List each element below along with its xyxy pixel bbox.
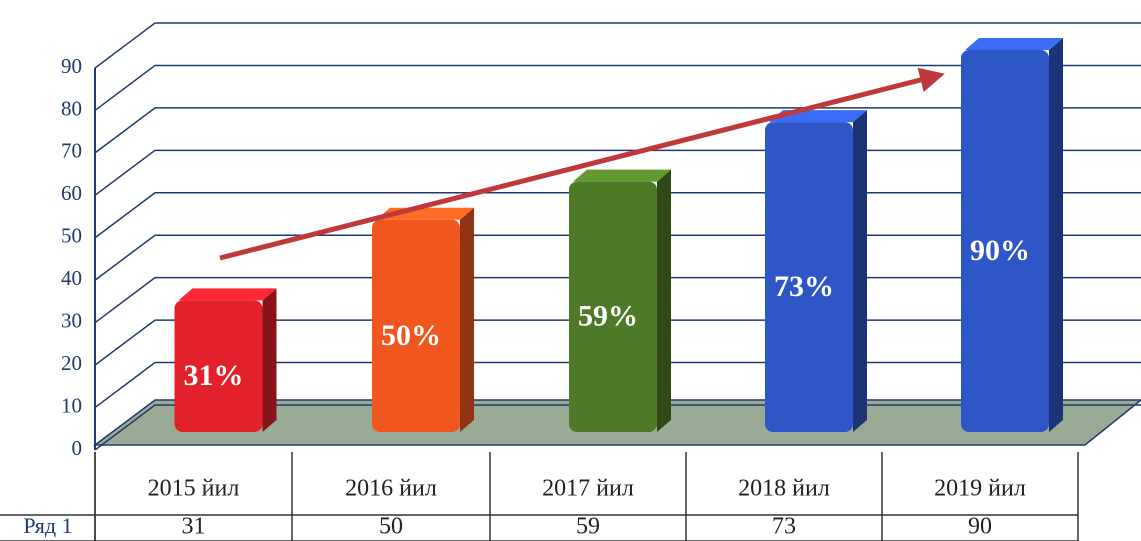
bar <box>372 219 460 432</box>
grid-line <box>94 22 1141 69</box>
y-tick-label: 30 <box>61 308 82 332</box>
grid-line <box>94 64 1141 112</box>
value-label: 73% <box>774 270 834 303</box>
value-label: 50% <box>381 319 441 352</box>
y-tick-label: 50 <box>61 224 82 248</box>
bar <box>765 122 853 433</box>
value-label: 59% <box>578 300 638 333</box>
table-value: 50 <box>379 514 403 540</box>
table-value: 31 <box>182 514 206 540</box>
x-tick-label: 2017 йил <box>542 476 634 502</box>
y-tick-label: 20 <box>61 351 82 375</box>
table-value: 73 <box>772 514 796 540</box>
legend-label: Ряд 1 <box>23 513 72 538</box>
y-tick-label: 60 <box>61 181 82 205</box>
y-tick-label: 90 <box>61 54 82 78</box>
y-tick-label: 10 <box>61 393 82 417</box>
x-tick-label: 2016 йил <box>345 476 437 502</box>
trend-arrow <box>219 67 945 261</box>
table-value: 90 <box>968 514 992 540</box>
value-label: 31% <box>184 359 244 392</box>
value-label: 90% <box>970 234 1030 267</box>
bar-top <box>965 38 1063 50</box>
bar-top <box>573 169 671 182</box>
bar <box>569 181 657 432</box>
y-tick-label: 40 <box>61 266 82 290</box>
x-tick-label: 2019 йил <box>934 476 1026 502</box>
y-tick-label: 70 <box>61 139 82 163</box>
y-tick-label: 0 <box>72 436 83 460</box>
bar <box>961 50 1049 432</box>
bar-top <box>178 288 277 301</box>
bar-side <box>657 169 671 433</box>
bar-side <box>1049 38 1063 432</box>
bar-side <box>460 207 474 432</box>
bar-side <box>262 288 277 432</box>
x-tick-label: 2018 йил <box>738 476 830 502</box>
x-tick-label: 2015 йил <box>148 476 240 502</box>
bar <box>174 300 263 432</box>
y-tick-label: 80 <box>61 96 82 120</box>
bar-side <box>853 110 867 433</box>
table-value: 59 <box>576 514 600 540</box>
